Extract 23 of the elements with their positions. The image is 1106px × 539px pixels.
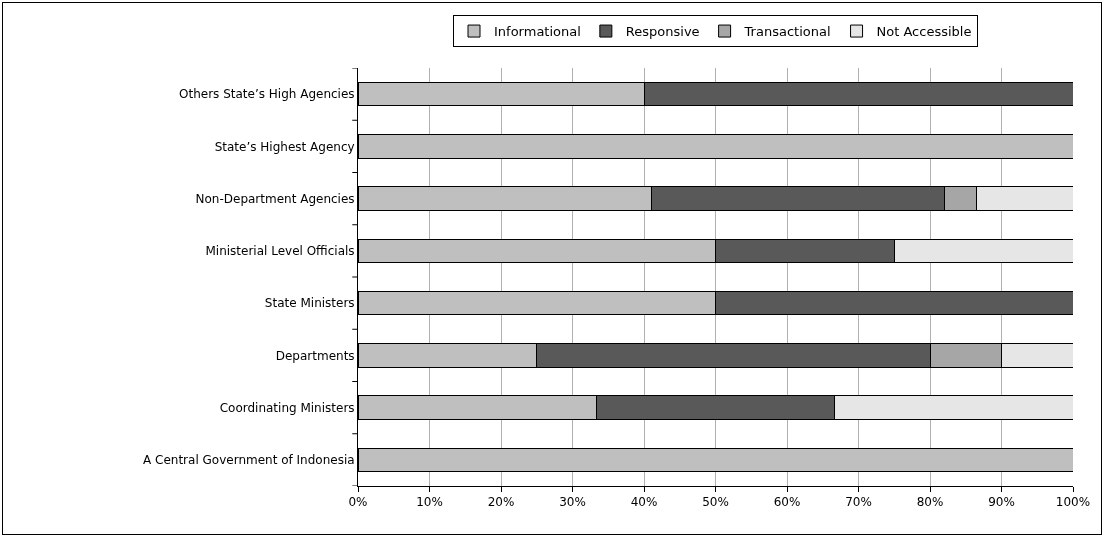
y-tick-label: State Ministers [264,296,355,311]
x-tick-label: 100% [1055,495,1091,510]
y-tick-label: Departments [275,348,355,363]
y-tick-label: Non-Department Agencies [195,191,355,206]
x-tick-label: 40% [630,495,658,510]
legend-label: Informational [494,24,581,40]
x-tick-label: 10% [416,495,443,510]
legend-label: Responsive [625,24,700,40]
legend-label: Transactional [743,24,831,40]
y-tick-label: Coordinating Ministers [219,400,355,415]
x-tick-label: 30% [559,495,586,510]
x-tick-label: 60% [773,495,801,510]
y-tick-label: Ministerial Level Officials [205,244,355,259]
x-tick-label: 50% [702,495,729,510]
x-tick-label: 90% [988,495,1015,510]
x-tick-label: 20% [487,495,515,510]
x-tick-label: 0% [348,495,368,510]
x-tick-label: 80% [916,495,944,510]
x-tick-label: 70% [845,495,872,510]
y-tick-label: State’s Highest Agency [214,139,355,154]
y-tick-label: A Central Government of Indonesia [143,453,355,468]
legend-label: Not Accessible [876,24,972,40]
y-tick-label: Others State’s High Agencies [179,87,355,102]
